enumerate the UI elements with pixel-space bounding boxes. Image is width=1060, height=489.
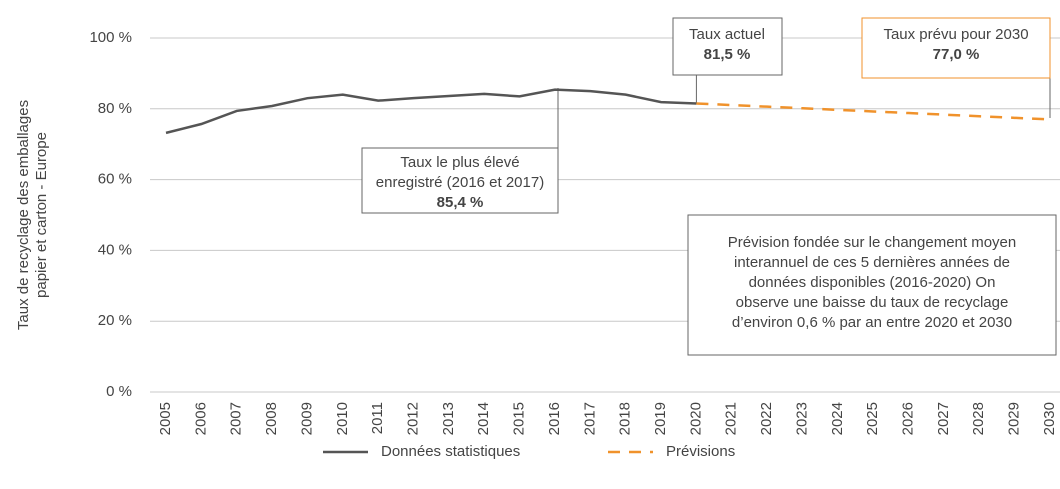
- y-tick-label: 20 %: [98, 312, 132, 329]
- series-line: [165, 88, 697, 135]
- x-tick-label: 2016: [546, 402, 563, 435]
- x-tick-label: 2018: [617, 402, 634, 435]
- x-tick-label: 2025: [864, 402, 881, 435]
- x-tick-label: 2023: [793, 402, 810, 435]
- y-tick-label: 0 %: [106, 383, 132, 400]
- y-tick-label: 100 %: [89, 29, 132, 46]
- legend-label: Prévisions: [666, 443, 735, 460]
- x-tick-label: 2006: [192, 402, 209, 435]
- x-tick-label: 2012: [404, 402, 421, 435]
- annotation-text: Prévision fondée sur le changement moyen: [728, 234, 1017, 251]
- annotation-text: observe une baisse du taux de recyclage: [736, 294, 1009, 311]
- annotation-text: 85,4 %: [437, 194, 484, 211]
- x-tick-label: 2028: [970, 402, 987, 435]
- x-tick-label: 2021: [723, 402, 740, 435]
- y-tick-label: 80 %: [98, 100, 132, 117]
- x-tick-label: 2008: [263, 402, 280, 435]
- legend-label: Données statistiques: [381, 443, 520, 460]
- annotation-text: Taux le plus élevé: [400, 154, 519, 171]
- y-tick-label: 40 %: [98, 241, 132, 258]
- annotation-text: enregistré (2016 et 2017): [376, 174, 544, 191]
- annotation-box: [861, 17, 1051, 79]
- y-tick-label: 60 %: [98, 171, 132, 188]
- x-tick-label: 2010: [334, 402, 351, 435]
- x-tick-label: 2013: [440, 402, 457, 435]
- y-axis-title: Taux de recyclage des emballages: [15, 100, 32, 330]
- annotation-text: 81,5 %: [704, 46, 751, 63]
- annotation-text: données disponibles (2016-2020) On: [749, 274, 996, 291]
- x-tick-label: 2015: [511, 402, 528, 435]
- x-tick-label: 2017: [581, 402, 598, 435]
- x-tick-label: 2007: [228, 402, 245, 435]
- annotation-box: [687, 214, 1057, 356]
- annotation-text: d’environ 0,6 % par an entre 2020 et 203…: [732, 314, 1012, 331]
- x-tick-label: 2024: [829, 402, 846, 435]
- x-tick-label: 2029: [1006, 402, 1023, 435]
- annotation-text: Taux actuel: [689, 26, 765, 43]
- annotation-text: interannuel de ces 5 dernières années de: [734, 254, 1010, 271]
- x-tick-label: 2030: [1041, 402, 1058, 435]
- x-tick-label: 2027: [935, 402, 952, 435]
- annotation-box: [361, 147, 559, 214]
- x-tick-label: 2005: [157, 402, 174, 435]
- x-tick-label: 2014: [475, 402, 492, 435]
- annotation-text: Taux prévu pour 2030: [883, 26, 1028, 43]
- annotation-box: [672, 17, 783, 76]
- x-tick-label: 2026: [900, 402, 917, 435]
- annotation-text: 77,0 %: [933, 46, 980, 63]
- x-tick-label: 2022: [758, 402, 775, 435]
- y-axis-title: papier et carton - Europe: [33, 132, 50, 298]
- x-tick-label: 2009: [298, 402, 315, 435]
- x-tick-label: 2020: [687, 402, 704, 435]
- x-tick-label: 2011: [369, 402, 386, 434]
- x-tick-label: 2019: [652, 402, 669, 435]
- series-line: [696, 102, 1051, 121]
